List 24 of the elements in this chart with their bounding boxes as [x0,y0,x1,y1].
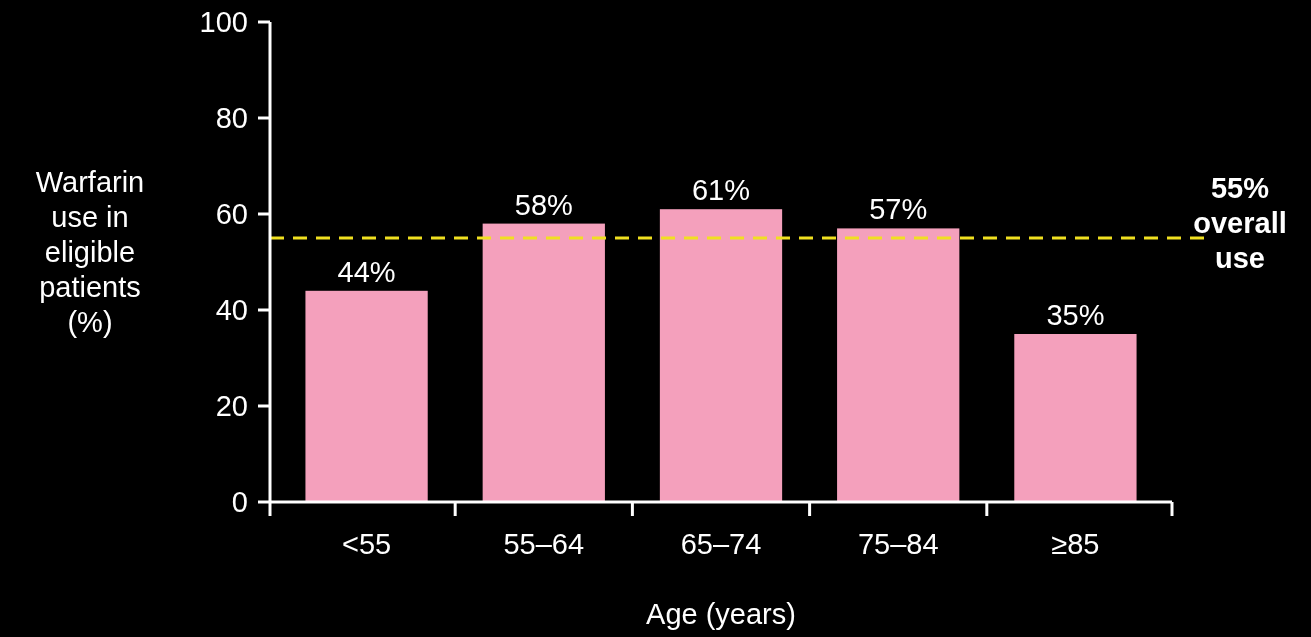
y-tick-label: 80 [215,102,248,135]
data-label: 35% [1046,299,1105,331]
data-label: 57% [869,193,928,226]
y-tick-label: 20 [215,390,248,423]
bar [659,209,783,502]
x-tick-label: <55 [341,528,392,560]
data-label: 58% [514,188,573,221]
x-tick-label: 55–64 [503,528,585,560]
y-axis-title: Warfarin use in eligible patients (%) [35,166,145,338]
x-tick-label: 65–74 [680,528,762,560]
x-axis-title: Age (years) [646,598,796,630]
x-tick-label: ≥85 [1051,528,1100,560]
y-tick-label: 0 [231,486,248,519]
data-label: 61% [691,174,751,207]
ref-line-label: 55% overall use [1193,172,1287,274]
y-tick-label: 60 [215,198,248,231]
y-tick-label: 40 [215,294,248,327]
bar [482,223,605,502]
data-label: 44% [337,255,396,288]
bar [837,228,960,502]
bar [1014,334,1137,502]
y-tick-label: 100 [199,6,248,39]
x-tick-label: 75–84 [857,528,939,560]
bar [305,290,428,502]
